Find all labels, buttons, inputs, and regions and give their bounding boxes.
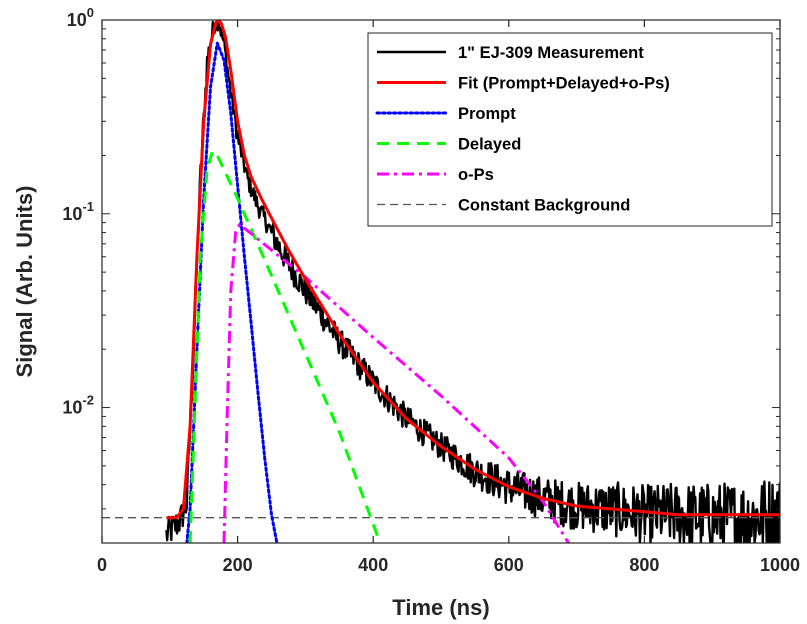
series-line-fit-prompt-delayed-o-ps [166, 20, 780, 520]
legend-box [367, 32, 773, 227]
x-tick-label: 200 [223, 555, 253, 575]
x-axis-label: Time (ns) [392, 595, 489, 620]
x-tick-label: 800 [629, 555, 659, 575]
x-tick-label: 1000 [760, 555, 800, 575]
y-tick-label: 10-1 [62, 199, 94, 224]
legend-label: Prompt [458, 105, 516, 123]
y-tick-label: 100 [67, 5, 94, 30]
y-axis-label: Signal (Arb. Units) [12, 186, 37, 378]
x-tick-label: 0 [97, 555, 107, 575]
x-tick-label: 600 [494, 555, 524, 575]
x-tick-label: 400 [358, 555, 388, 575]
series-line-1-ej-309-measurement [165, 20, 780, 543]
ticks-layer: 0 200 400 600 800 1000 10-2 10-1 100 [62, 5, 800, 575]
legend-label: Constant Background [458, 197, 630, 215]
legend-label: 1" EJ-309 Measurement [458, 44, 644, 62]
series-line-o-ps [222, 223, 570, 543]
legend: 1" EJ-309 Measurement Fit (Prompt+Delayed… [367, 32, 773, 227]
series-layer [102, 20, 780, 543]
legend-label: Delayed [458, 136, 521, 154]
plot-frame [101, 19, 781, 544]
legend-label: Fit (Prompt+Delayed+o-Ps) [458, 75, 670, 93]
series-line-delayed [188, 149, 382, 543]
y-tick-label: 10-2 [62, 393, 94, 418]
legend-label: o-Ps [458, 166, 494, 184]
